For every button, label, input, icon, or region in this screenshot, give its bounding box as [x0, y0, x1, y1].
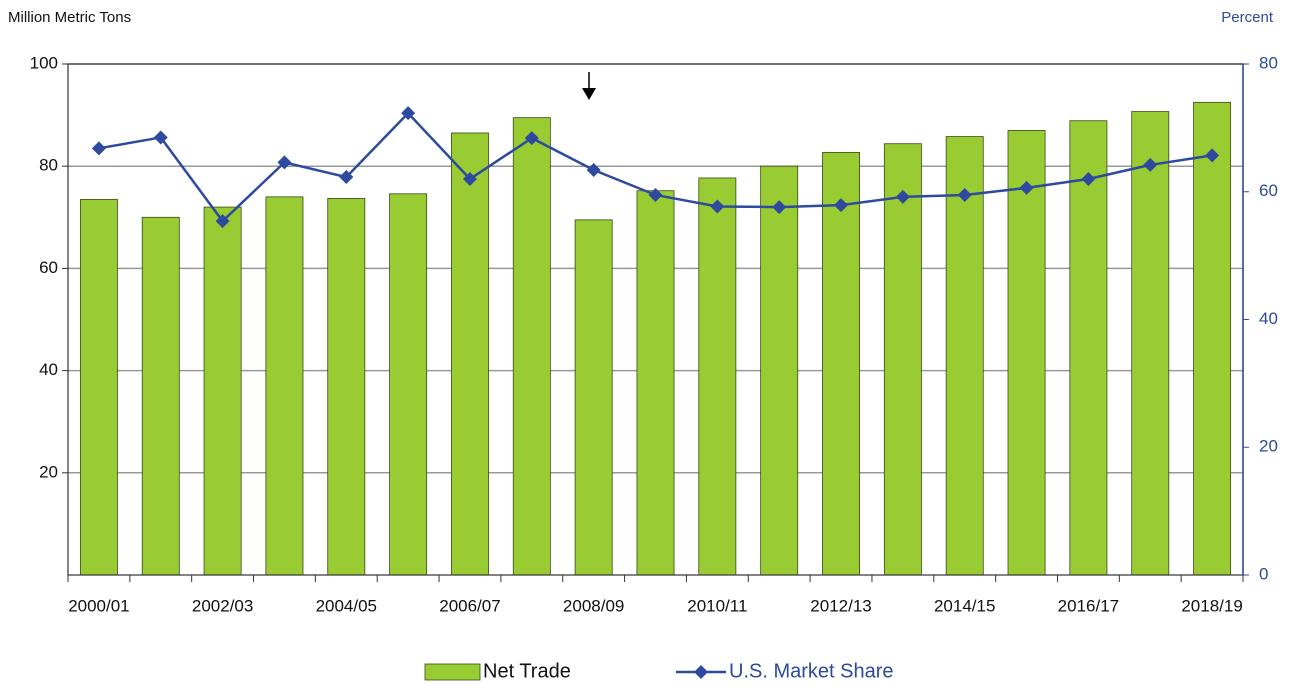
bar — [1131, 111, 1170, 576]
x-tick-label: 2000/01 — [68, 596, 129, 615]
legend-swatch — [694, 665, 708, 679]
line-marker — [957, 187, 972, 202]
x-tick-label: 2014/15 — [934, 596, 995, 615]
bar — [327, 197, 366, 576]
bar — [1193, 101, 1232, 576]
bar — [760, 165, 799, 576]
y2-tick-label: 60 — [1259, 181, 1278, 200]
x-tick-label: 2018/19 — [1181, 596, 1242, 615]
line-marker — [834, 198, 849, 213]
bar — [636, 190, 675, 576]
y2-tick-label: 0 — [1259, 564, 1268, 583]
bar — [451, 132, 489, 576]
bar — [1007, 130, 1046, 576]
line-marker — [772, 200, 787, 215]
y-tick-label: 60 — [39, 258, 58, 277]
bar — [389, 193, 428, 576]
legend-label: U.S. Market Share — [729, 660, 894, 682]
bar — [1069, 120, 1108, 576]
legend-swatch — [424, 663, 481, 681]
bar — [945, 136, 984, 576]
line-marker — [91, 141, 106, 156]
line-marker — [153, 130, 168, 145]
x-tick-label: 2002/03 — [192, 596, 253, 615]
line-marker — [339, 170, 354, 185]
x-tick-label: 2016/17 — [1058, 596, 1119, 615]
line-marker — [401, 106, 416, 121]
line-marker — [1143, 157, 1158, 172]
y2-tick-label: 40 — [1259, 309, 1278, 328]
x-tick-label: 2006/07 — [439, 596, 500, 615]
x-tick-label: 2008/09 — [563, 596, 624, 615]
y2-axis-label: Percent — [1221, 9, 1274, 26]
bar — [883, 143, 922, 576]
bar — [574, 219, 613, 576]
bar — [141, 216, 180, 576]
bar — [822, 152, 860, 576]
y-axis-label: Million Metric Tons — [8, 9, 131, 26]
line-marker — [277, 155, 292, 170]
bar — [512, 117, 551, 576]
x-tick-label: 2010/11 — [687, 596, 747, 615]
y2-tick-label: 80 — [1259, 53, 1278, 72]
y-tick-label: 20 — [39, 462, 58, 481]
line-marker — [895, 189, 910, 204]
line-marker — [1205, 148, 1220, 163]
line-marker — [1081, 171, 1096, 186]
line-marker — [462, 171, 477, 186]
bar — [203, 206, 242, 576]
bar — [698, 177, 737, 576]
y-tick-label: 40 — [39, 360, 58, 379]
line-marker — [524, 131, 539, 146]
y-tick-label: 100 — [30, 53, 58, 72]
line-marker — [215, 214, 230, 229]
line-marker — [586, 163, 601, 178]
line-marker — [648, 187, 663, 202]
y2-tick-label: 20 — [1259, 437, 1278, 456]
x-tick-label: 2012/13 — [810, 596, 871, 615]
bar — [79, 199, 118, 576]
line-marker — [710, 199, 725, 214]
annotation-arrow — [582, 72, 596, 100]
legend-label: Net Trade — [483, 660, 571, 682]
y-tick-label: 80 — [39, 156, 58, 175]
line-marker — [1019, 180, 1034, 195]
bar — [265, 196, 304, 576]
x-tick-label: 2004/05 — [316, 596, 377, 615]
